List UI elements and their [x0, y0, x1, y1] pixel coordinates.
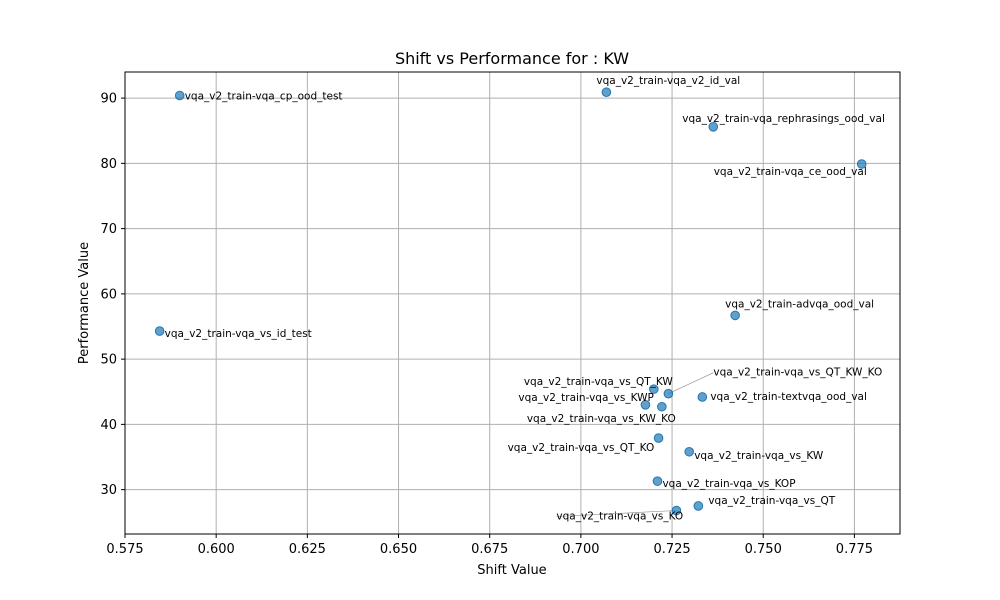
x-tick-label: 0.750: [745, 542, 782, 557]
point-label: vqa_v2_train-vqa_vs_KO: [556, 511, 683, 523]
x-tick-label: 0.775: [836, 542, 873, 557]
point-label: vqa_v2_train-vqa_v2_id_val: [596, 75, 740, 87]
point-label: vqa_v2_train-vqa_vs_QT_KO: [508, 442, 655, 454]
y-tick-label: 80: [100, 157, 117, 172]
scatter-point: [652, 476, 663, 486]
point-label: vqa_v2_train-vqa_vs_QT: [708, 495, 835, 507]
point-label: vqa_v2_train-vqa_vs_KWP: [518, 392, 653, 404]
x-tick-label: 0.575: [106, 542, 143, 557]
point-label: vqa_v2_train-vqa_rephrasings_ood_val: [682, 113, 885, 125]
x-tick-label: 0.650: [380, 542, 417, 557]
scatter-point: [640, 399, 651, 410]
scatter-point: [663, 388, 674, 399]
scatter-point: [671, 505, 682, 516]
y-tick-label: 70: [100, 222, 117, 237]
y-tick-label: 50: [100, 353, 117, 368]
y-axis-label: Performance Value: [77, 242, 92, 364]
leader-line-layer: [556, 372, 714, 517]
y-tick-label: 90: [100, 92, 117, 107]
scatter-point: [653, 433, 664, 443]
grid-layer: [124, 72, 900, 534]
scatter-point: [693, 501, 704, 511]
tick-layer: 0.575 0.600 0.625 0.650 0.675 0.700 0.725 0.750…: [100, 92, 873, 557]
plot-area: [124, 71, 901, 535]
scatter-point: [649, 384, 659, 394]
point-label: vqa_v2_train-vqa_vs_QT_KW: [524, 376, 674, 388]
scatter-point: [684, 446, 695, 457]
leader-line: [556, 510, 677, 517]
x-tick-label: 0.600: [198, 542, 235, 557]
chart-title: Shift vs Performance for : KW: [395, 49, 629, 68]
x-tick-label: 0.625: [289, 542, 326, 557]
point-label: vqa_v2_train-advqa_ood_val: [725, 298, 874, 310]
y-tick-label: 30: [100, 483, 117, 498]
point-label: vqa_v2_train-vqa_vs_id_test: [165, 328, 312, 340]
point-label: vqa_v2_train-vqa_vs_KW_KO: [527, 413, 676, 425]
point-label: vqa_v2_train-vqa_vs_QT_KW_KO: [713, 367, 882, 379]
scatter-point: [657, 401, 667, 412]
x-tick-label: 0.725: [653, 542, 690, 557]
scatter-point: [730, 310, 740, 321]
scatter-point: [697, 392, 708, 402]
scatter-point: [174, 90, 185, 101]
x-tick-label: 0.700: [562, 542, 599, 557]
scatter-point: [856, 159, 867, 169]
leader-line: [668, 372, 714, 394]
point-label: vqa_v2_train-vqa_cp_ood_test: [185, 90, 343, 102]
point-label-layer: vqa_v2_train-vqa_cp_ood_test vqa_v2_train…: [165, 75, 885, 522]
point-label: vqa_v2_train-vqa_vs_KW: [694, 450, 824, 462]
scatter-point: [154, 326, 165, 336]
y-tick-label: 60: [100, 287, 117, 302]
x-tick-label: 0.675: [471, 542, 508, 557]
y-tick-label: 40: [100, 418, 117, 433]
point-label: vqa_v2_train-textvqa_ood_val: [710, 391, 867, 403]
point-label: vqa_v2_train-vqa_vs_KOP: [662, 478, 795, 490]
scatter-point: [708, 122, 719, 132]
scatter-point: [601, 87, 612, 98]
point-label: vqa_v2_train-vqa_ce_ood_val: [714, 166, 867, 178]
x-axis-label: Shift Value: [477, 563, 546, 578]
point-layer: [154, 87, 867, 516]
